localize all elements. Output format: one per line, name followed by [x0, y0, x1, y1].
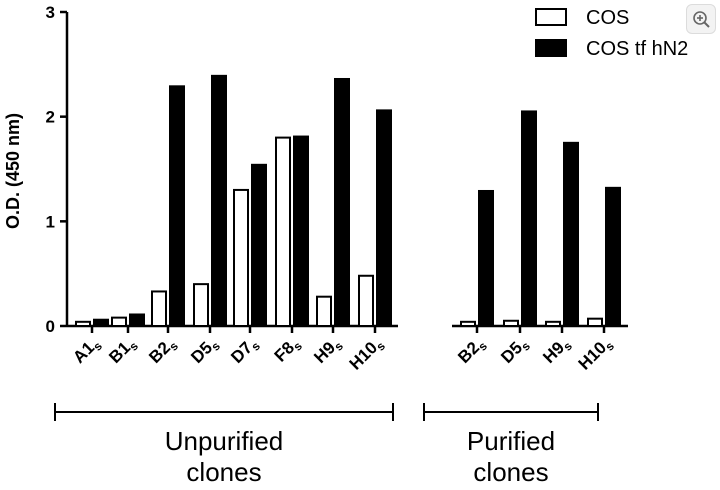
bar-cos [233, 188, 249, 327]
legend: COS COS tf hN2 [535, 7, 688, 60]
legend-label: COS [586, 7, 629, 29]
legend-swatch [535, 39, 567, 57]
bar-cos-tf-hn2 [211, 74, 227, 327]
bar-cos [503, 319, 519, 327]
group-label: Purified clones [467, 426, 555, 487]
group-label: Unpurified clones [165, 426, 284, 487]
y-axis-title: O.D. (450 nm) [3, 113, 23, 229]
y-tick-label: 1 [46, 212, 55, 231]
bar-cos-tf-hn2 [129, 313, 145, 327]
category-label: H9s [310, 333, 346, 369]
category-label: D5s [497, 333, 533, 369]
bar-cos-tf-hn2 [478, 189, 494, 327]
category-label: B2s [145, 333, 181, 369]
bar-cos-tf-hn2 [376, 109, 392, 327]
bar-cos [545, 320, 561, 327]
category-label: D5s [187, 333, 223, 369]
category-labels: A1s B1s B2s D5s D7s F8s H9s H10s B2s D5s H9s H10s [69, 333, 618, 376]
category-label: B1s [105, 333, 141, 369]
bar-cos-tf-hn2 [521, 110, 537, 327]
category-label: B2s [454, 333, 490, 369]
bar-cos [275, 136, 291, 327]
bar-cos-tf-hn2 [169, 85, 185, 327]
bar-cos [193, 283, 209, 327]
zoom-in-icon [693, 11, 710, 28]
legend-swatch [535, 8, 567, 26]
bar-cos-tf-hn2 [605, 186, 621, 327]
category-label: D7s [227, 333, 263, 369]
bar-cos [151, 290, 167, 327]
bar-cos-tf-hn2 [334, 77, 350, 327]
group-brackets: Unpurified clones Purified clones [54, 403, 599, 487]
category-label: F8s [271, 333, 306, 368]
bar-cos [75, 320, 91, 327]
bars [75, 74, 621, 328]
bar-cos-tf-hn2 [563, 141, 579, 327]
bar-cos [587, 317, 603, 328]
category-label: H9s [539, 333, 575, 369]
bar-cos-tf-hn2 [293, 135, 309, 327]
bar-cos-tf-hn2 [251, 163, 267, 327]
bar-cos [460, 320, 476, 327]
legend-label: COS tf hN2 [586, 38, 688, 60]
bar-cos-tf-hn2 [93, 318, 109, 328]
category-label: H10s [575, 333, 618, 376]
category-label: A1s [69, 333, 105, 369]
category-label: H10s [346, 333, 389, 376]
zoom-button[interactable] [686, 4, 716, 34]
bar-cos [111, 316, 127, 328]
y-tick-label: 0 [46, 317, 55, 336]
y-tick-label: 3 [46, 3, 55, 22]
y-tick-label: 2 [46, 108, 55, 127]
bar-cos [316, 295, 332, 327]
bar-cos [358, 274, 374, 328]
